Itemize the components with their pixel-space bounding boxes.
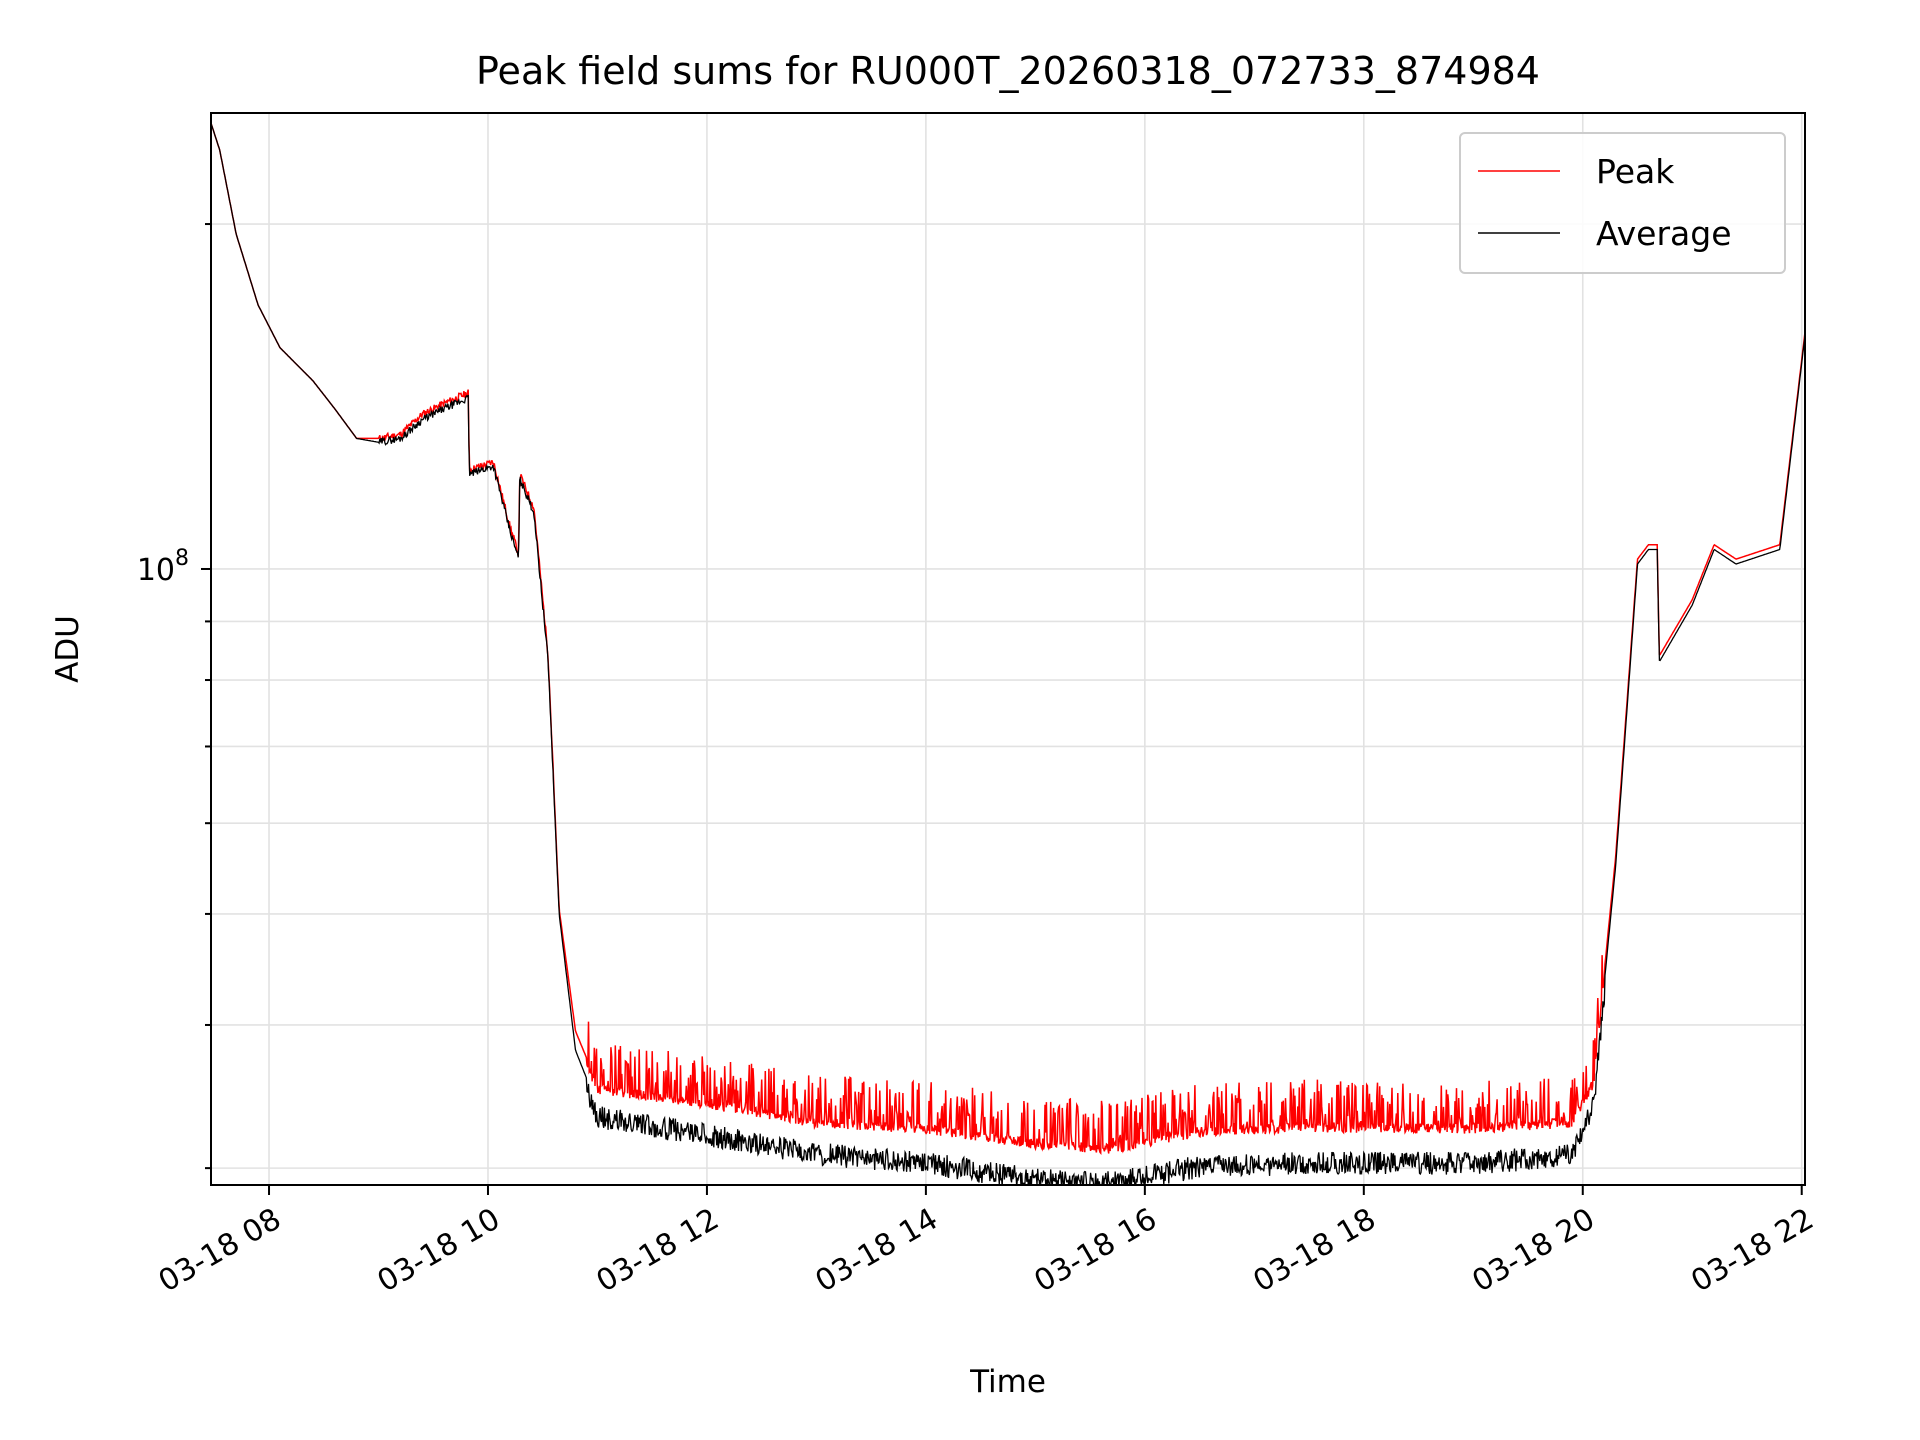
legend-label-average: Average [1596, 214, 1732, 253]
grid [211, 113, 1805, 1185]
legend-label-peak: Peak [1596, 152, 1675, 191]
series-layer [211, 122, 1805, 1185]
y-tick-label: 10 [137, 553, 175, 588]
y-axis-label: ADU [50, 615, 86, 683]
legend: Peak Average [1459, 132, 1786, 274]
plot-frame [210, 112, 1806, 1186]
chart-title: Peak field sums for RU000T_20260318_0727… [476, 49, 1540, 93]
y-tick-label-exponent: 8 [175, 546, 189, 571]
series-average-line [211, 122, 1805, 1185]
x-axis-label: Time [969, 1364, 1046, 1400]
series-peak-line [211, 122, 1805, 1155]
y-tick-label-base: 10 [137, 553, 175, 588]
legend-box [1459, 132, 1786, 274]
